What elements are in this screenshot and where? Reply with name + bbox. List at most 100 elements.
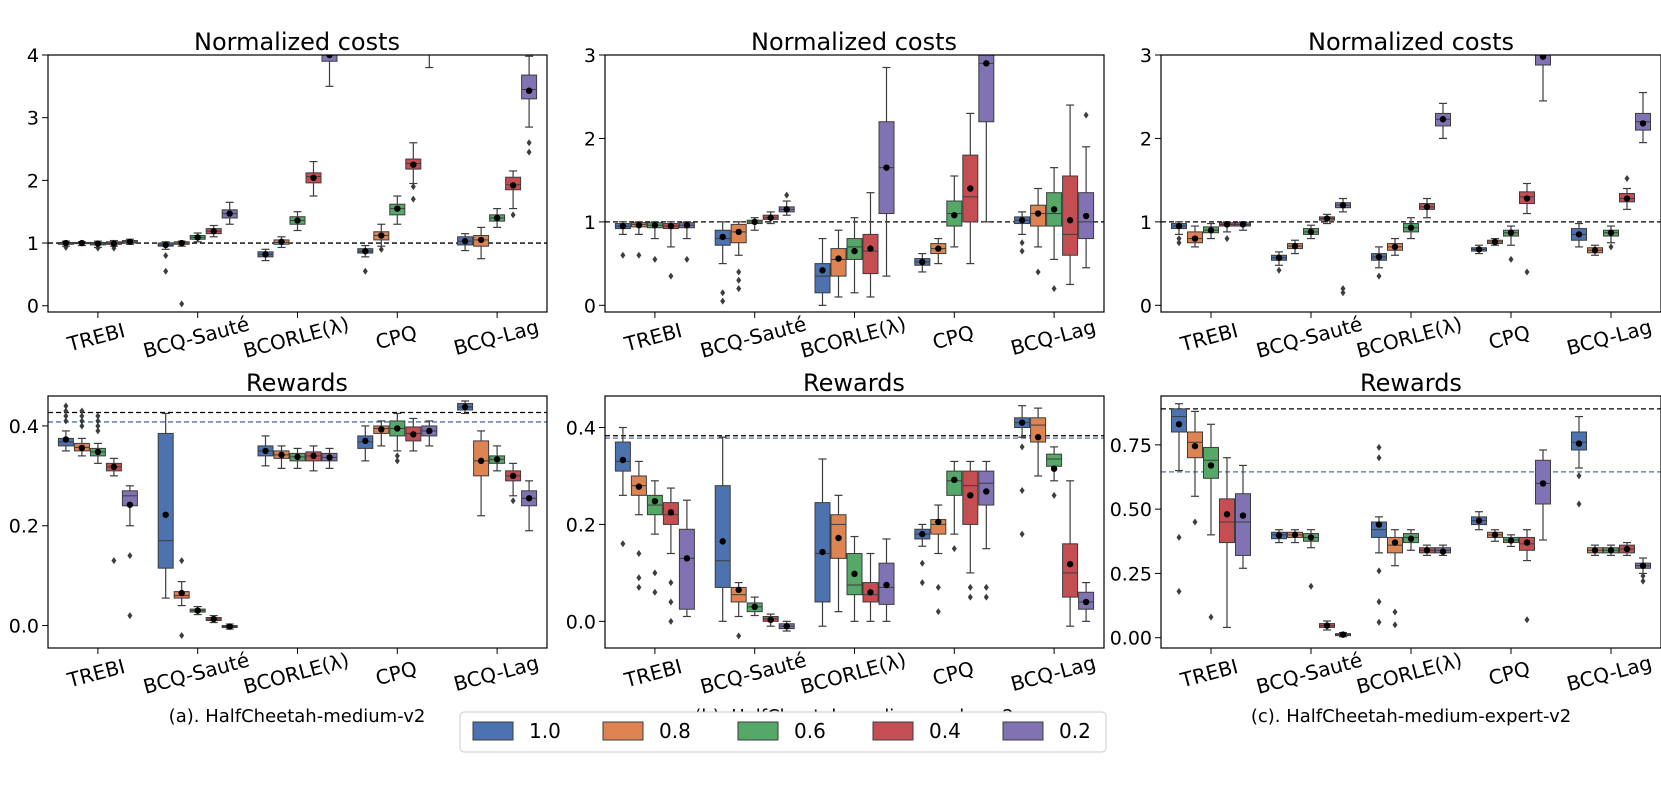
- mean-point: [1623, 195, 1631, 202]
- outlier-point: [111, 557, 117, 565]
- mean-point: [426, 427, 433, 435]
- ytick-label: 0.0: [566, 611, 596, 633]
- mean-point: [983, 488, 990, 495]
- legend-label-0: 1.0: [529, 719, 561, 743]
- box-0.4-1: [205, 224, 222, 238]
- mean-point: [1082, 598, 1090, 606]
- box-0.6-2: [1403, 217, 1419, 240]
- box-0.6-1: [189, 605, 206, 616]
- mean-point: [1050, 465, 1058, 472]
- mean-point: [951, 212, 958, 219]
- panel-a-costs-xtick-3: CPQ: [373, 320, 420, 354]
- box-1.0-1: [1271, 529, 1287, 544]
- outlier-point: [63, 407, 69, 415]
- outlier-point: [668, 617, 674, 625]
- box-0.8-1: [1287, 529, 1303, 544]
- mean-point: [1591, 547, 1599, 554]
- mean-point: [210, 227, 217, 235]
- outlier-point: [1376, 618, 1382, 626]
- mean-point: [78, 239, 86, 247]
- panel-b-rewards: Rewards 0.0 0.2 0.4 TREBI BCQ-Sauté BCORLE…: [566, 369, 1105, 727]
- panel-b-rewards-xtick-2: BCORLE(λ): [798, 648, 909, 699]
- ytick-label: 2: [584, 128, 596, 150]
- panel-b-costs-xtick-3: CPQ: [930, 320, 977, 354]
- mean-point: [1307, 228, 1315, 236]
- panel-b-rewards-title: Rewards: [803, 369, 905, 397]
- box-0.4-0: [105, 457, 122, 565]
- mean-point: [477, 457, 485, 465]
- box-0.6-3: [1503, 534, 1519, 548]
- mean-point: [362, 437, 369, 445]
- iqr-box: [830, 248, 847, 277]
- mean-point: [178, 589, 185, 597]
- box-0.4-4: [1062, 480, 1079, 627]
- mean-point: [1291, 531, 1299, 539]
- legend-swatch-2: [737, 721, 779, 741]
- outlier-point: [510, 497, 516, 505]
- plot-area: [1161, 403, 1661, 638]
- mean-point: [62, 239, 70, 247]
- box-1.0-2: [814, 237, 831, 306]
- mean-point: [751, 603, 758, 611]
- panel-b-costs: Normalized costs 0 1 2 3 TREBI BCQ-Sauté BC…: [584, 28, 1105, 363]
- plot-area: [605, 405, 1104, 640]
- box-0.2-4: [1635, 557, 1651, 585]
- box-0.6-2: [846, 535, 863, 622]
- mean-point: [951, 476, 958, 484]
- panel-c-rewards: Rewards 0.00 0.25 0.50 0.75 TREBI BCQ-Sauté…: [1110, 369, 1661, 727]
- outlier-point: [1576, 472, 1582, 480]
- box-1.0-4: [1571, 222, 1587, 248]
- box-0.8-1: [173, 239, 190, 308]
- mean-point: [619, 456, 627, 464]
- mean-point: [1391, 539, 1399, 546]
- mean-point: [1491, 531, 1499, 539]
- outlier-point: [1376, 567, 1382, 575]
- panel-c-rewards-plot: 0.00 0.25 0.50 0.75: [1110, 395, 1661, 654]
- mean-point: [1275, 254, 1283, 261]
- box-0.8-3: [1487, 529, 1503, 542]
- box-0.2-1: [221, 623, 238, 630]
- box-0.8-4: [1587, 544, 1603, 557]
- panel-a-rewards-xtick-4: BCQ-Lag: [451, 650, 541, 696]
- box-1.0-0: [614, 221, 631, 259]
- outlier-point: [1376, 443, 1382, 451]
- box-0.2-0: [1235, 464, 1251, 569]
- mean-point: [110, 463, 118, 471]
- box-0.2-0: [1235, 221, 1251, 231]
- mean-point: [1439, 116, 1447, 123]
- outlier-point: [1608, 243, 1614, 251]
- box-0.8-4: [473, 226, 490, 260]
- outlier-point: [163, 267, 169, 275]
- panel-c-rewards-xtick-0: TREBI: [1177, 654, 1241, 693]
- mean-point: [62, 436, 70, 443]
- outlier-point: [95, 427, 101, 435]
- box-0.8-1: [173, 557, 190, 640]
- box-1.0-2: [257, 435, 274, 467]
- mean-point: [210, 615, 217, 623]
- outlier-point: [620, 251, 626, 259]
- mean-point: [635, 483, 643, 490]
- panel-a-rewards-xtick-2: BCORLE(λ): [241, 648, 352, 699]
- mean-point: [310, 174, 317, 182]
- box-0.8-3: [930, 504, 947, 616]
- outlier-point: [63, 412, 69, 420]
- axes-frame: [47, 395, 548, 649]
- mean-point: [178, 239, 185, 247]
- mean-point: [1523, 539, 1531, 546]
- iqr-box: [1030, 417, 1047, 443]
- box-0.8-2: [273, 236, 290, 249]
- iqr-box: [678, 528, 695, 610]
- mean-point: [262, 447, 269, 455]
- mean-point: [278, 451, 285, 459]
- mean-point: [1018, 217, 1026, 224]
- panel-b-costs-xtick-1: BCQ-Sauté: [698, 312, 809, 363]
- ytick-label: 0: [27, 296, 39, 318]
- box-0.8-3: [930, 237, 947, 265]
- box-1.0-2: [1371, 443, 1387, 626]
- mean-point: [262, 251, 269, 258]
- box-1.0-1: [714, 221, 731, 305]
- outlier-point: [1083, 111, 1089, 119]
- ytick-label: 0.4: [566, 418, 596, 440]
- outlier-point: [526, 139, 532, 147]
- box-0.4-3: [962, 112, 979, 265]
